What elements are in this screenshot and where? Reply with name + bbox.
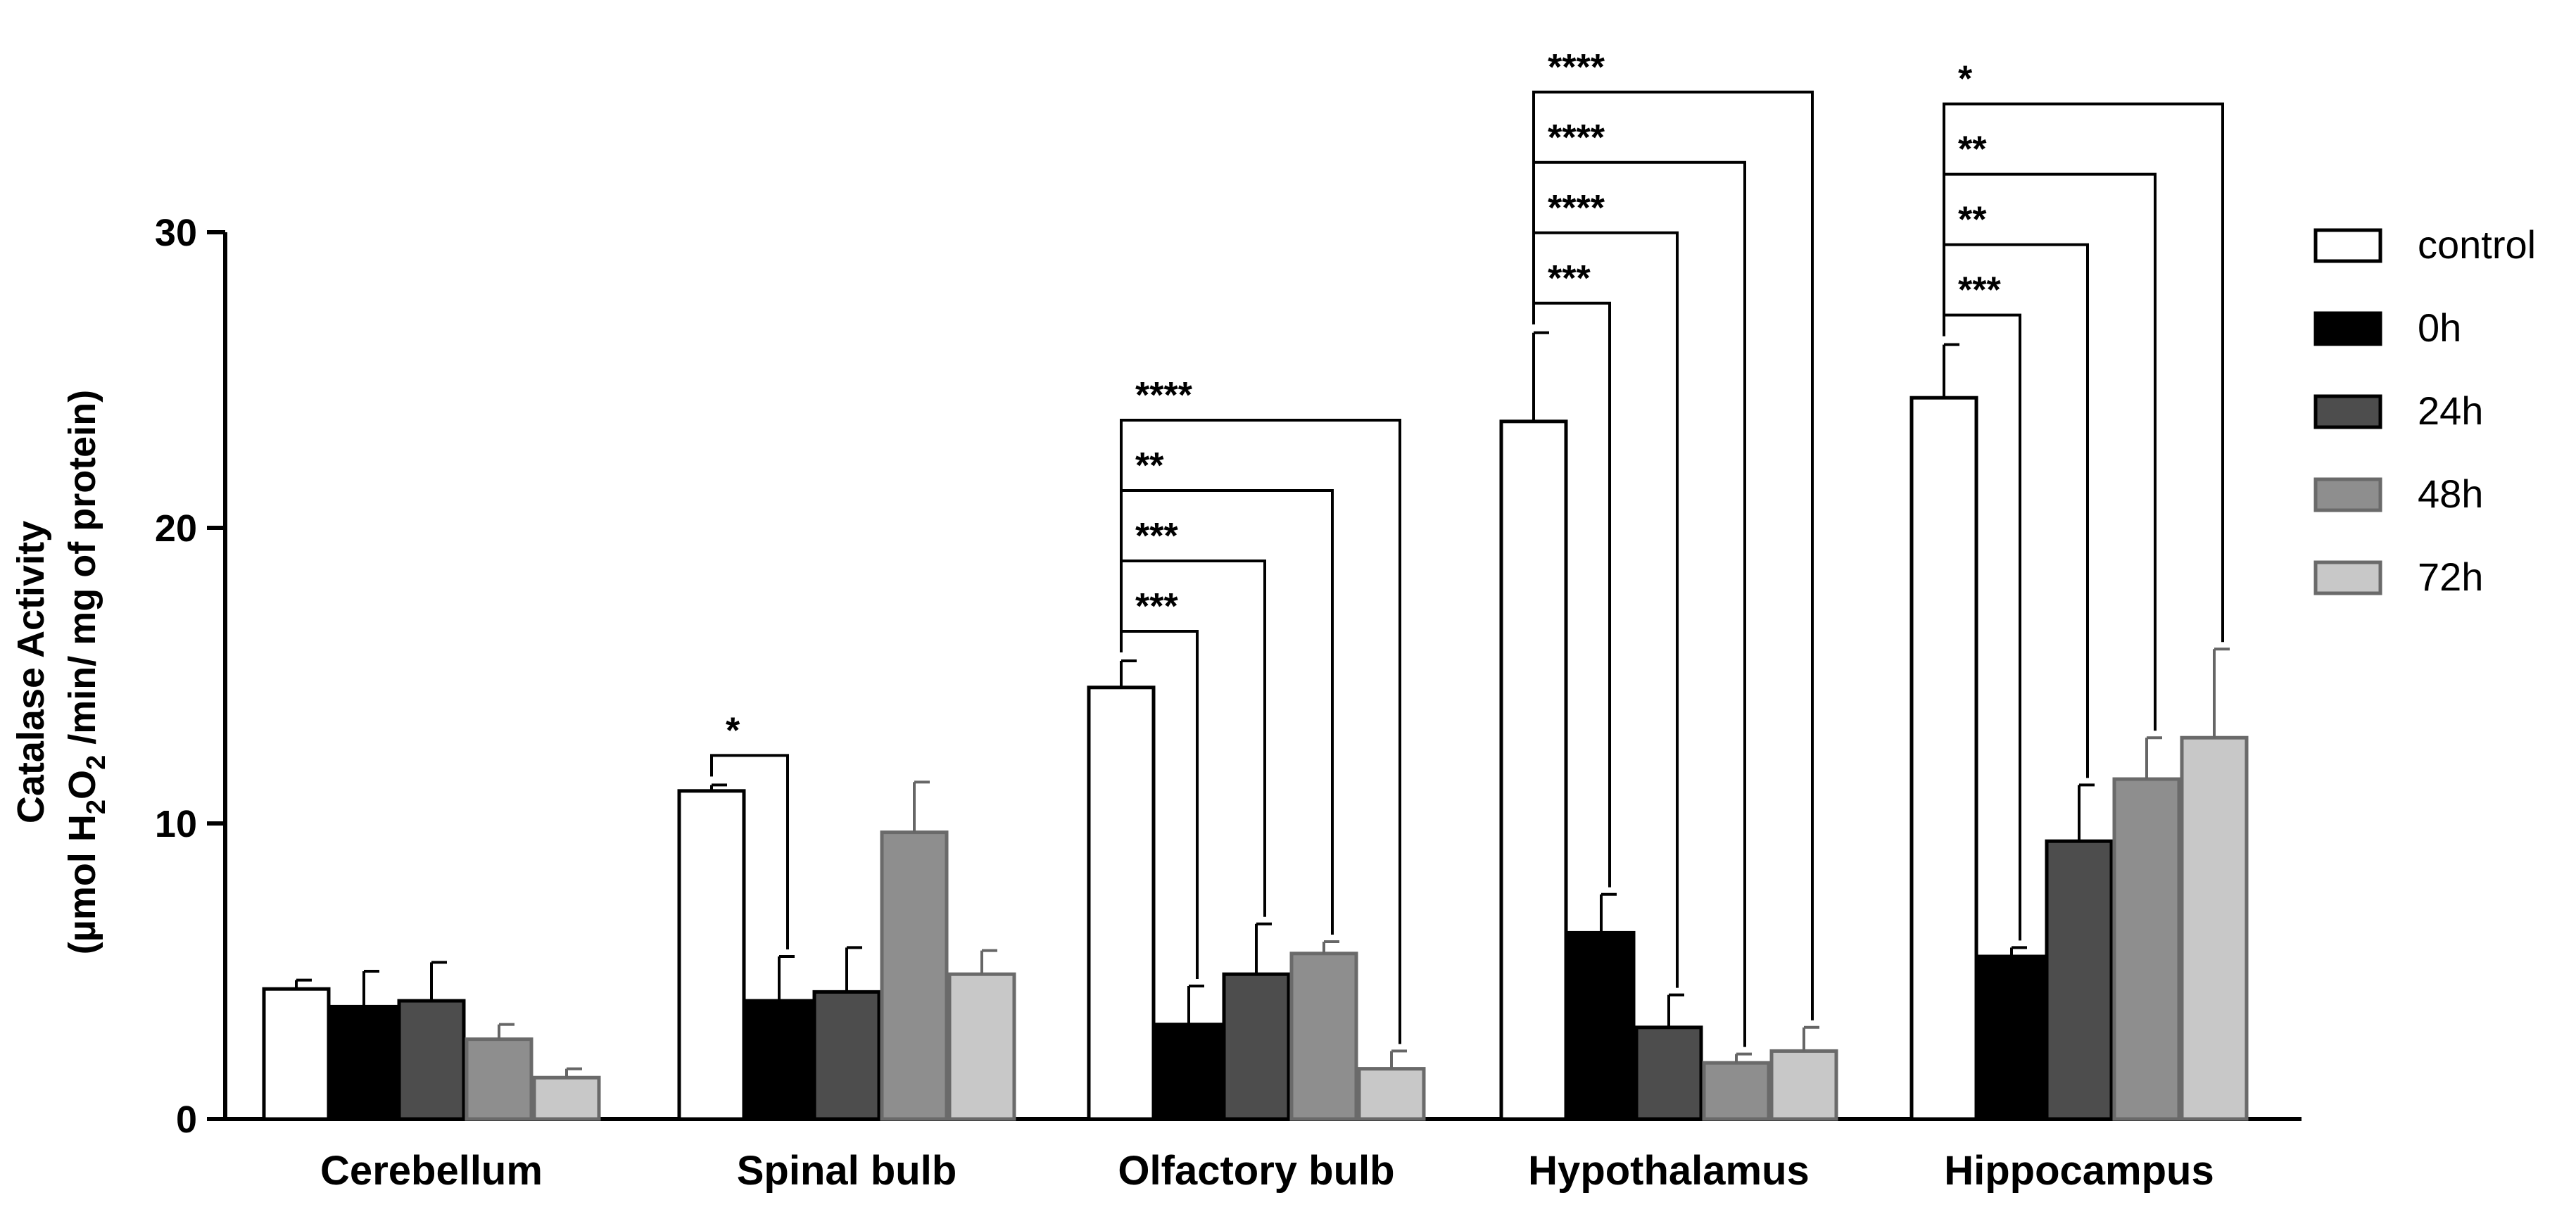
y-axis-title-part: O: [61, 770, 103, 800]
significance-bracket: [1532, 90, 1814, 1020]
significance-label: ****: [1548, 47, 1605, 88]
legend-label-0h: 0h: [2418, 305, 2461, 350]
x-category-label: Olfactory bulb: [1118, 1148, 1394, 1194]
bar-control: [1087, 685, 1156, 1121]
significance-label: **: [1958, 200, 1987, 241]
x-category-label: Hypothalamus: [1528, 1148, 1810, 1194]
bar-24h: [1634, 1025, 1703, 1121]
y-tick-label: 20: [155, 507, 197, 550]
bar-72h: [947, 972, 1016, 1121]
legend: control 0h 24h 48h 72h: [2313, 222, 2536, 599]
legend-label-48h: 48h: [2418, 472, 2483, 516]
legend-label-24h: 24h: [2418, 388, 2483, 433]
bar-0h: [1154, 1023, 1223, 1121]
bar-72h: [532, 1075, 601, 1121]
y-axis-title-part: (µmol H: [61, 814, 103, 954]
bar-0h: [1567, 930, 1636, 1121]
significance-label: ***: [1958, 270, 2001, 311]
bar-24h: [2045, 839, 2114, 1121]
significance-label: **: [1958, 129, 1987, 170]
legend-label-72h: 72h: [2418, 555, 2483, 599]
bar-48h: [1289, 952, 1358, 1121]
x-category-label: Hippocampus: [1944, 1148, 2214, 1194]
y-tick-label: 0: [176, 1099, 197, 1141]
y-axis-title-line2: (µmol H2O2 /min/ mg of protein): [61, 390, 111, 954]
bar-72h: [1357, 1067, 1426, 1121]
significance-label: ****: [1548, 188, 1605, 229]
bar-72h: [1769, 1049, 1838, 1121]
bar-48h: [2112, 777, 2181, 1121]
bar-0h: [329, 1004, 398, 1121]
bar-control: [262, 987, 331, 1121]
bar-24h: [397, 999, 466, 1121]
y-axis-title-subscript: 2: [82, 800, 111, 814]
bar-48h: [1702, 1061, 1771, 1121]
y-tick-label: 30: [155, 212, 197, 254]
significance-bracket: [1943, 102, 2224, 643]
significance-label: **: [1135, 445, 1164, 486]
significance-label: *: [1958, 59, 1973, 100]
legend-swatch-0h: [2313, 311, 2382, 346]
x-category-label: Cerebellum: [320, 1148, 543, 1194]
bar-control: [677, 789, 746, 1121]
plot-area: 0 10 20 30 Cerebellum Spinal bulb Olfactory bu…: [155, 47, 2302, 1194]
bar-48h: [465, 1037, 533, 1121]
legend-swatch-72h: [2313, 560, 2382, 595]
bar-0h: [745, 999, 814, 1121]
legend-swatch-24h: [2313, 394, 2382, 429]
y-axis-title-line1: Catalase Activity: [10, 521, 52, 823]
x-category-label: Spinal bulb: [737, 1148, 957, 1194]
significance-bracket: [1120, 419, 1401, 1044]
bar-24h: [1222, 972, 1291, 1121]
legend-swatch-48h: [2313, 477, 2382, 512]
legend-swatch-control: [2313, 228, 2382, 263]
bar-24h: [812, 990, 881, 1121]
y-axis-title-subscript: 2: [82, 755, 111, 770]
significance-label: *: [726, 710, 740, 751]
y-tick-label: 10: [155, 803, 197, 845]
bar-control: [1499, 419, 1568, 1121]
y-axis-title: Catalase Activity (µmol H2O2 /min/ mg of…: [10, 390, 111, 954]
significance-label: ***: [1548, 258, 1591, 299]
significance-bracket: [710, 754, 789, 949]
bar-72h: [2180, 735, 2249, 1121]
y-axis-title-part: /min/ mg of protein): [61, 390, 103, 755]
significance-label: ***: [1135, 516, 1178, 557]
bar-0h: [1977, 954, 2046, 1121]
significance-label: ****: [1135, 375, 1193, 416]
legend-label-control: control: [2418, 222, 2536, 267]
significance-label: ****: [1548, 118, 1605, 158]
bar-48h: [880, 830, 949, 1121]
significance-label: ***: [1135, 586, 1178, 627]
bar-control: [1909, 396, 1978, 1121]
